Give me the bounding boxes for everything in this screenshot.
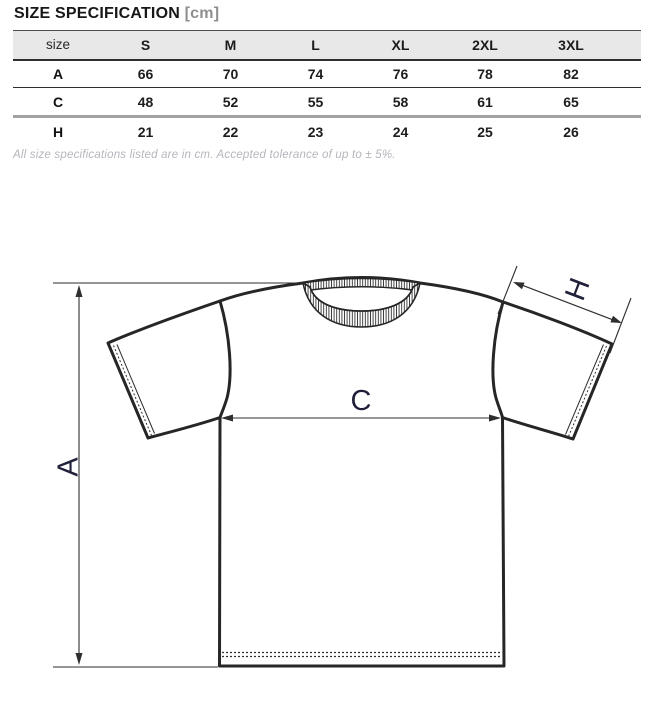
cell-a-3xl: 82 <box>563 65 579 82</box>
header-xl: XL <box>391 36 410 53</box>
dimension-a-arrow-top <box>75 285 83 297</box>
header-s: S <box>140 36 151 53</box>
collar-inner-edge <box>309 286 414 312</box>
header-2xl: 2XL <box>472 36 498 53</box>
dimension-a <box>53 282 302 668</box>
header-m: M <box>224 36 237 53</box>
cell-a-xl: 76 <box>392 65 409 82</box>
cell-c-3xl: 65 <box>563 93 579 110</box>
dimension-h-arrow-left <box>513 282 525 290</box>
cell-c-l: 55 <box>307 93 324 110</box>
cell-a-s: 66 <box>137 65 154 82</box>
cell-h-xl: 24 <box>392 124 409 141</box>
row-label-c: C <box>52 93 64 110</box>
cell-c-xl: 58 <box>392 93 409 110</box>
dimension-h <box>497 265 632 354</box>
dimension-h-extension-left <box>497 265 518 315</box>
header-size: size <box>45 37 70 53</box>
right-cuff-stitch-dotted <box>568 345 607 437</box>
page-title-text: SIZE SPECIFICATION <box>14 5 180 22</box>
cell-c-2xl: 61 <box>477 93 493 110</box>
dimension-c-arrow-right <box>489 414 501 422</box>
cell-a-l: 74 <box>307 65 324 82</box>
tshirt-outline <box>106 276 614 668</box>
right-cuff-stitch-solid <box>565 344 604 435</box>
cell-h-2xl: 25 <box>477 124 493 141</box>
table-row-c: C 48 52 55 58 61 65 <box>13 88 641 117</box>
left-armhole-seam <box>218 299 232 419</box>
size-table: size S M L XL 2XL 3XL A 66 70 74 76 78 8… <box>13 30 641 147</box>
row-label-h: H <box>52 124 64 141</box>
dimension-h-line <box>515 282 620 323</box>
cell-h-l: 23 <box>307 124 324 141</box>
cell-a-m: 70 <box>222 65 239 82</box>
dimension-h-arrow-right <box>610 315 622 323</box>
header-3xl: 3XL <box>558 36 584 53</box>
dimension-c-arrow-left <box>221 414 233 422</box>
table-row-h: H 21 22 23 24 25 26 <box>13 117 641 147</box>
left-cuff-stitch-dotted <box>113 345 152 436</box>
cell-h-s: 21 <box>137 124 154 141</box>
size-table-header-row: size S M L XL 2XL 3XL <box>13 30 641 60</box>
dimension-h-extension-right <box>609 297 632 354</box>
tolerance-footnote: All size specifications listed are in cm… <box>13 149 396 161</box>
right-armhole-seam <box>491 300 505 419</box>
row-label-a: A <box>52 65 64 82</box>
dimension-a-label: A <box>53 457 85 477</box>
cell-a-2xl: 78 <box>477 65 493 82</box>
dimension-c-label: C <box>351 385 372 417</box>
header-l: L <box>311 36 320 53</box>
dimension-h-label: H <box>559 274 596 305</box>
unit-label: [cm] <box>184 5 220 22</box>
cell-c-s: 48 <box>137 93 154 110</box>
cell-h-m: 22 <box>222 124 239 141</box>
cell-h-3xl: 26 <box>563 124 579 141</box>
left-cuff-stitch-solid <box>116 344 155 434</box>
cell-c-m: 52 <box>222 93 239 110</box>
page-title: SIZE SPECIFICATION [cm] <box>14 5 219 23</box>
dimension-a-arrow-bottom <box>75 653 83 665</box>
table-row-a: A 66 70 74 76 78 82 <box>13 60 641 88</box>
